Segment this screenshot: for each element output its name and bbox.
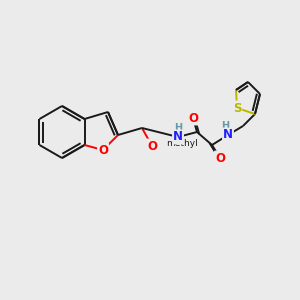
Text: H: H — [221, 121, 229, 131]
Text: H: H — [174, 123, 182, 133]
Text: N: N — [173, 130, 183, 143]
Text: O: O — [188, 112, 198, 124]
Text: O: O — [147, 140, 157, 152]
Text: S: S — [233, 101, 241, 115]
Text: methyl: methyl — [166, 140, 198, 148]
Text: N: N — [223, 128, 233, 142]
Text: O: O — [98, 143, 108, 157]
Text: O: O — [215, 152, 225, 164]
